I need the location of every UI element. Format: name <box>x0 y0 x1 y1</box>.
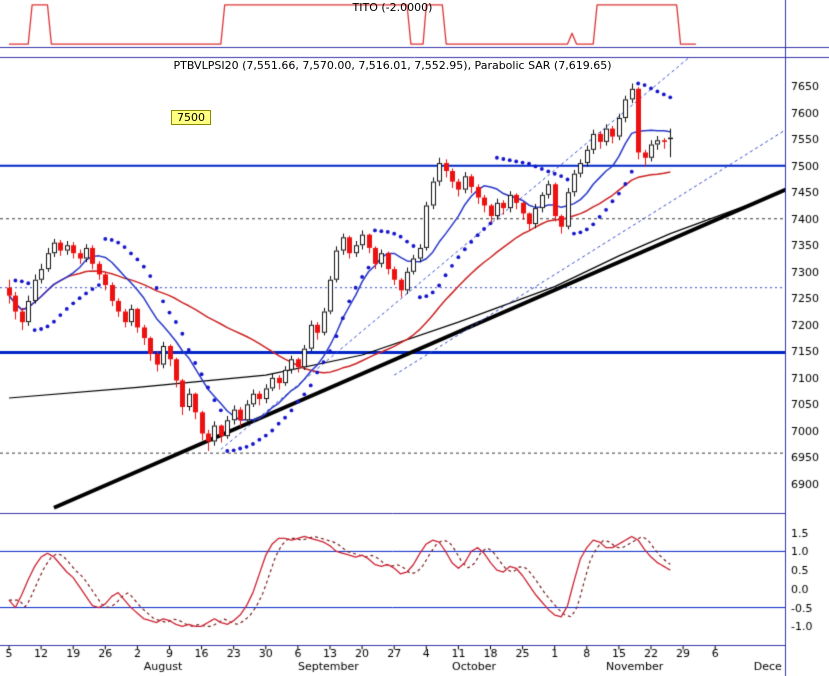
price-panel-title: PTBVLPSI20 (7,551.66, 7,570.00, 7,516.01… <box>173 59 612 72</box>
tito-indicator-title: TITO (-2.0000) <box>352 1 433 14</box>
price-level-badge: 7500 <box>171 110 211 125</box>
